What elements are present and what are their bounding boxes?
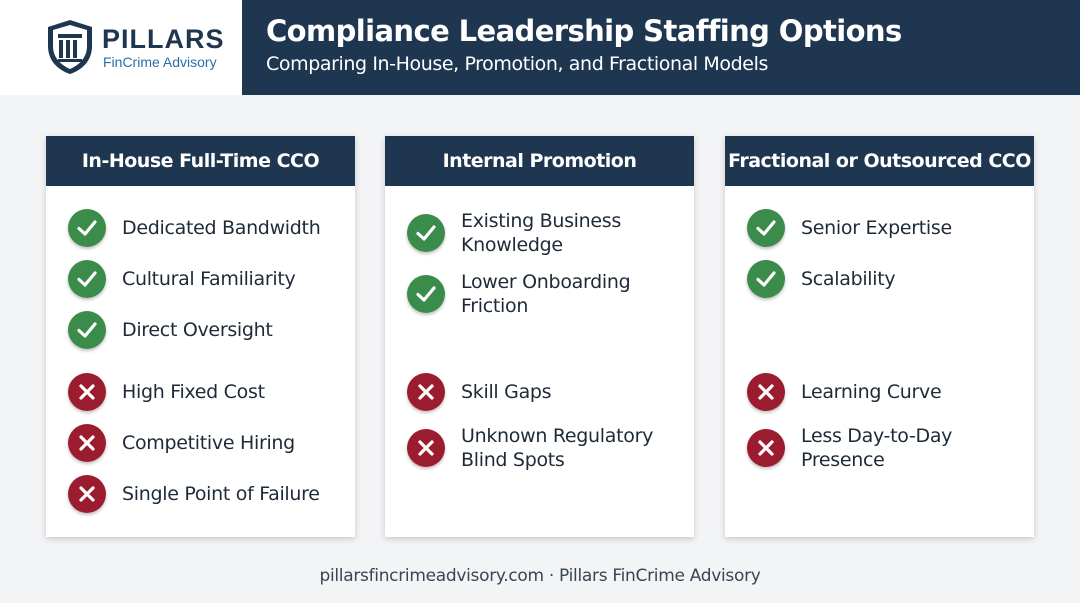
header: Compliance Leadership Staffing Options C… xyxy=(242,0,1080,95)
con-icon xyxy=(68,373,106,411)
pro-text: Direct Oversight xyxy=(122,319,273,341)
pro-icon xyxy=(68,209,106,247)
option-card: Fractional or Outsourced CCO Senior Exper… xyxy=(725,136,1034,537)
pro-item: Dedicated Bandwidth xyxy=(68,209,347,247)
con-list: Learning Curve Less Day-to-Day Presence xyxy=(747,373,1026,485)
pro-icon xyxy=(747,260,785,298)
pro-item: Scalability xyxy=(747,260,1026,298)
header-title: Compliance Leadership Staffing Options xyxy=(266,14,902,48)
pro-icon xyxy=(68,260,106,298)
con-icon xyxy=(747,429,785,467)
con-item: Less Day-to-Day Presence xyxy=(747,424,1026,472)
logo-tagline: FinCrime Advisory xyxy=(103,54,217,70)
logo-icon xyxy=(48,20,92,74)
con-text: Less Day-to-Day Presence xyxy=(801,425,953,471)
con-text: High Fixed Cost xyxy=(122,381,265,403)
pro-text: Lower Onboarding Friction xyxy=(461,271,631,317)
con-text: Skill Gaps xyxy=(461,381,552,403)
con-icon xyxy=(407,429,445,467)
pro-list: Senior Expertise Scalability xyxy=(747,209,1026,311)
pro-item: Cultural Familiarity xyxy=(68,260,347,298)
con-list: High Fixed Cost Competitive Hiring Single … xyxy=(68,373,347,526)
pro-text: Cultural Familiarity xyxy=(122,268,296,290)
pro-list: Existing Business Knowledge Lower Onboard… xyxy=(407,209,686,331)
con-text: Unknown Regulatory Blind Spots xyxy=(461,425,654,471)
card-title: Fractional or Outsourced CCO xyxy=(725,136,1034,186)
pro-icon xyxy=(407,275,445,313)
con-icon xyxy=(68,475,106,513)
option-card: Internal Promotion Existing Business Know… xyxy=(385,136,694,537)
pro-item: Lower Onboarding Friction xyxy=(407,270,686,318)
con-list: Skill Gaps Unknown Regulatory Blind Spots xyxy=(407,373,686,485)
con-text: Single Point of Failure xyxy=(122,483,320,505)
card-title: In-House Full-Time CCO xyxy=(46,136,355,186)
option-card: In-House Full-Time CCO Dedicated Bandwidt… xyxy=(46,136,355,537)
footer: pillarsfincrimeadvisory.com · Pillars Fi… xyxy=(319,566,761,586)
con-icon xyxy=(407,373,445,411)
pro-icon xyxy=(407,214,445,252)
header-subtitle: Comparing In-House, Promotion, and Fract… xyxy=(266,53,768,75)
con-icon xyxy=(747,373,785,411)
con-item: Single Point of Failure xyxy=(68,475,347,513)
con-icon xyxy=(68,424,106,462)
logo: PILLARS FinCrime Advisory xyxy=(0,0,242,95)
pro-text: Senior Expertise xyxy=(801,217,952,239)
con-text: Learning Curve xyxy=(801,381,942,403)
pro-item: Existing Business Knowledge xyxy=(407,209,686,257)
pro-icon xyxy=(747,209,785,247)
con-item: High Fixed Cost xyxy=(68,373,347,411)
con-item: Competitive Hiring xyxy=(68,424,347,462)
pro-item: Senior Expertise xyxy=(747,209,1026,247)
pro-text: Scalability xyxy=(801,268,896,290)
pro-list: Dedicated Bandwidth Cultural Familiarity D… xyxy=(68,209,347,362)
con-item: Unknown Regulatory Blind Spots xyxy=(407,424,686,472)
con-item: Learning Curve xyxy=(747,373,1026,411)
pro-icon xyxy=(68,311,106,349)
pro-text: Dedicated Bandwidth xyxy=(122,217,321,239)
card-title: Internal Promotion xyxy=(385,136,694,186)
pro-item: Direct Oversight xyxy=(68,311,347,349)
con-text: Competitive Hiring xyxy=(122,432,295,454)
logo-name: PILLARS xyxy=(102,24,225,54)
pro-text: Existing Business Knowledge xyxy=(461,210,621,256)
con-item: Skill Gaps xyxy=(407,373,686,411)
